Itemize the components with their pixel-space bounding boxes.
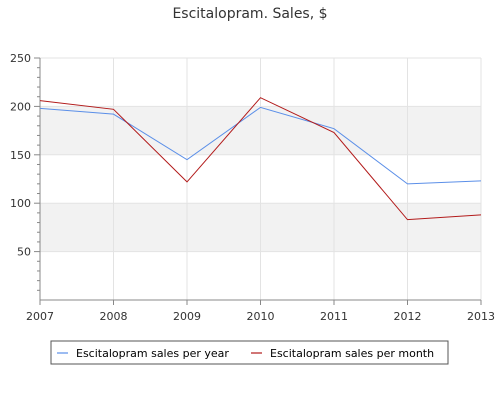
series-line-2 [39, 97, 482, 221]
y-axis-ticks: 50 100 150 200 250 [10, 52, 40, 291]
chart-title: Escitalopram. Sales, $ [172, 6, 327, 22]
series-line-1 [39, 106, 482, 185]
x-axis-ticks: 2007 2008 2009 2010 2011 2012 2013 [26, 300, 495, 323]
y-tick-label: 100 [10, 197, 31, 210]
x-tick-label: 2010 [247, 310, 275, 323]
legend-label-series-2: Escitalopram sales per month [270, 347, 434, 360]
series-lines [39, 97, 482, 221]
y-tick-label: 200 [10, 100, 31, 113]
y-tick-label: 250 [10, 52, 31, 65]
y-tick-label: 50 [17, 246, 31, 259]
legend: Escitalopram sales per year Escitalopram… [50, 340, 449, 365]
x-tick-label: 2012 [394, 310, 422, 323]
legend-box [50, 340, 449, 365]
x-tick-label: 2011 [320, 310, 348, 323]
gridlines [40, 57, 482, 300]
legend-label-series-1: Escitalopram sales per year [76, 347, 229, 360]
y-tick-label: 150 [10, 149, 31, 162]
x-tick-label: 2007 [26, 310, 54, 323]
x-tick-label: 2009 [173, 310, 201, 323]
x-tick-label: 2013 [467, 310, 495, 323]
x-tick-label: 2008 [100, 310, 128, 323]
